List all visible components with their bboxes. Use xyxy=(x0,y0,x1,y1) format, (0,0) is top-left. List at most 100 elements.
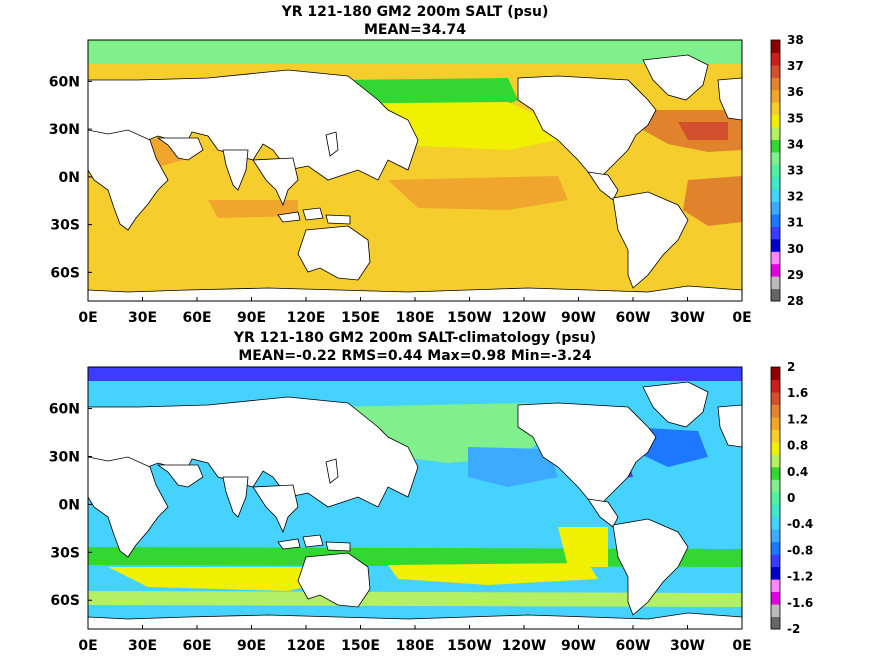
colorbar-swatch xyxy=(771,379,780,393)
colorbar-tick-label: 31 xyxy=(787,216,804,230)
colorbar-swatch xyxy=(771,604,780,618)
colorbar-tick-label: -0.4 xyxy=(787,517,813,531)
colorbar-swatch xyxy=(771,139,780,153)
colorbar-swatch xyxy=(771,226,780,240)
colorbar-tick-label: 28 xyxy=(787,294,804,308)
colorbar-swatch xyxy=(771,591,780,605)
colorbar-tick-label: 1.2 xyxy=(787,412,808,426)
colorbar-swatch xyxy=(771,391,780,405)
colorbar-tick-label: 33 xyxy=(787,164,804,178)
colorbar-tick-label: -0.8 xyxy=(787,543,813,557)
colorbar-swatch xyxy=(771,189,780,203)
colorbar-swatch xyxy=(771,176,780,190)
colorbar-swatch xyxy=(771,541,780,555)
colorbar-swatch xyxy=(771,616,780,630)
colorbar-tick-label: 2 xyxy=(787,360,795,374)
x-tick-label: 120W xyxy=(502,310,547,326)
colorbar-swatch xyxy=(771,40,780,53)
colorbar-swatch xyxy=(771,214,780,227)
panel-1-natl-core xyxy=(678,122,728,140)
colorbar-swatch xyxy=(771,554,780,568)
panel-1-ind-salty xyxy=(208,200,298,218)
y-tick-label: 0N xyxy=(59,497,80,513)
colorbar-swatch xyxy=(771,164,780,178)
colorbar-tick-label: 30 xyxy=(787,242,804,256)
panel-1-title: YR 121-180 GM2 200m SALT (psu) xyxy=(281,4,549,20)
colorbar-swatch xyxy=(771,288,780,302)
x-tick-label: 150W xyxy=(447,638,492,654)
x-tick-label: 60E xyxy=(182,638,211,654)
panel-1-map xyxy=(88,40,742,301)
panel-2-yticks: 60N 30N 0N 30S 60S xyxy=(49,402,92,609)
colorbar-swatch xyxy=(771,491,780,505)
colorbar-tick-label: 0.8 xyxy=(787,439,808,453)
panel-2-title: YR 121-180 GM2 200m SALT-climatology (ps… xyxy=(233,330,596,346)
panel-2-xticks: 0E 30E 60E 90E 120E 150E 180E 150W 120W 90W 60W 30W… xyxy=(78,625,752,654)
panel-1-subtitle: MEAN=34.74 xyxy=(364,22,466,38)
colorbar-swatch xyxy=(771,429,780,443)
panel-1: YR 121-180 GM2 200m SALT (psu) MEAN=34.7… xyxy=(49,4,804,326)
y-tick-label: 60N xyxy=(49,74,80,90)
panel-1-arctic-low xyxy=(88,40,742,64)
x-tick-label: 30W xyxy=(670,638,705,654)
x-tick-label: 0E xyxy=(78,638,97,654)
x-tick-label: 60E xyxy=(182,310,211,326)
colorbar-swatch xyxy=(771,416,780,430)
colorbar-swatch xyxy=(771,77,780,91)
colorbar-swatch xyxy=(771,151,780,165)
x-tick-label: 120E xyxy=(287,638,326,654)
panel-1-satl-salty xyxy=(683,176,742,226)
colorbar-swatch xyxy=(771,529,780,543)
x-tick-label: 0E xyxy=(732,310,751,326)
x-tick-label: 90E xyxy=(237,310,266,326)
colorbar-swatch xyxy=(771,579,780,593)
x-tick-label: 60W xyxy=(616,638,651,654)
colorbar-swatch xyxy=(771,201,780,215)
colorbar-swatch xyxy=(771,102,780,116)
panel-1-xticks: 0E 30E 60E 90E 120E 150E 180E 150W 120W 90W 60W 30W… xyxy=(78,297,752,326)
x-tick-label: 90W xyxy=(561,310,596,326)
x-tick-label: 90E xyxy=(237,638,266,654)
colorbar-swatch xyxy=(771,263,780,277)
colorbar-tick-label: 1.6 xyxy=(787,386,808,400)
panel-2-subtitle: MEAN=-0.22 RMS=0.44 Max=0.98 Min=-3.24 xyxy=(238,348,592,364)
y-tick-label: 0N xyxy=(59,170,80,186)
x-tick-label: 180E xyxy=(396,638,435,654)
panel-1-yticks: 60N 30N 0N 30S 60S xyxy=(49,74,92,281)
colorbar-tick-label: 35 xyxy=(787,111,804,125)
colorbar-tick-label: -1.6 xyxy=(787,596,813,610)
colorbar-swatch xyxy=(771,504,780,518)
x-tick-label: 30E xyxy=(128,310,157,326)
x-tick-label: 60W xyxy=(616,310,651,326)
panel-2-s-band-yellow-w xyxy=(108,567,328,591)
y-tick-label: 30N xyxy=(49,449,80,465)
colorbar-tick-label: 38 xyxy=(787,33,804,47)
colorbar-swatch xyxy=(771,64,780,78)
x-tick-label: 0E xyxy=(78,310,97,326)
y-tick-label: 30S xyxy=(50,545,80,561)
colorbar-swatch xyxy=(771,454,780,468)
colorbar-tick-label: 0.4 xyxy=(787,465,808,479)
colorbar-swatch xyxy=(771,114,780,128)
x-tick-label: 150E xyxy=(341,638,380,654)
colorbar-swatch xyxy=(771,404,780,418)
panel-1-colorbar: 38 37 36 35 34 33 32 31 30 29 28 xyxy=(770,33,804,308)
colorbar-swatch xyxy=(771,276,780,290)
colorbar-swatch xyxy=(771,441,780,455)
x-tick-label: 30W xyxy=(670,310,705,326)
panel-2-colorbar: 2 1.6 1.2 0.8 0.4 0 -0.4 -0.8 -1.2 -1.6 -2 xyxy=(770,360,813,636)
x-tick-label: 90W xyxy=(561,638,596,654)
panel-2-sepac-yellow xyxy=(558,527,608,567)
panel-2-map xyxy=(88,367,742,629)
colorbar-swatch xyxy=(771,367,780,380)
x-tick-label: 180E xyxy=(396,310,435,326)
panel-2-arctic-neg xyxy=(88,367,742,381)
colorbar-tick-label: 32 xyxy=(787,190,804,204)
panel-1-southern xyxy=(88,250,742,278)
y-tick-label: 60N xyxy=(49,402,80,418)
colorbar-swatch xyxy=(771,127,780,140)
x-tick-label: 120E xyxy=(287,310,326,326)
colorbar-tick-label: -1.2 xyxy=(787,570,813,584)
panel-2-acc xyxy=(88,591,742,607)
colorbar-swatch xyxy=(771,52,780,66)
